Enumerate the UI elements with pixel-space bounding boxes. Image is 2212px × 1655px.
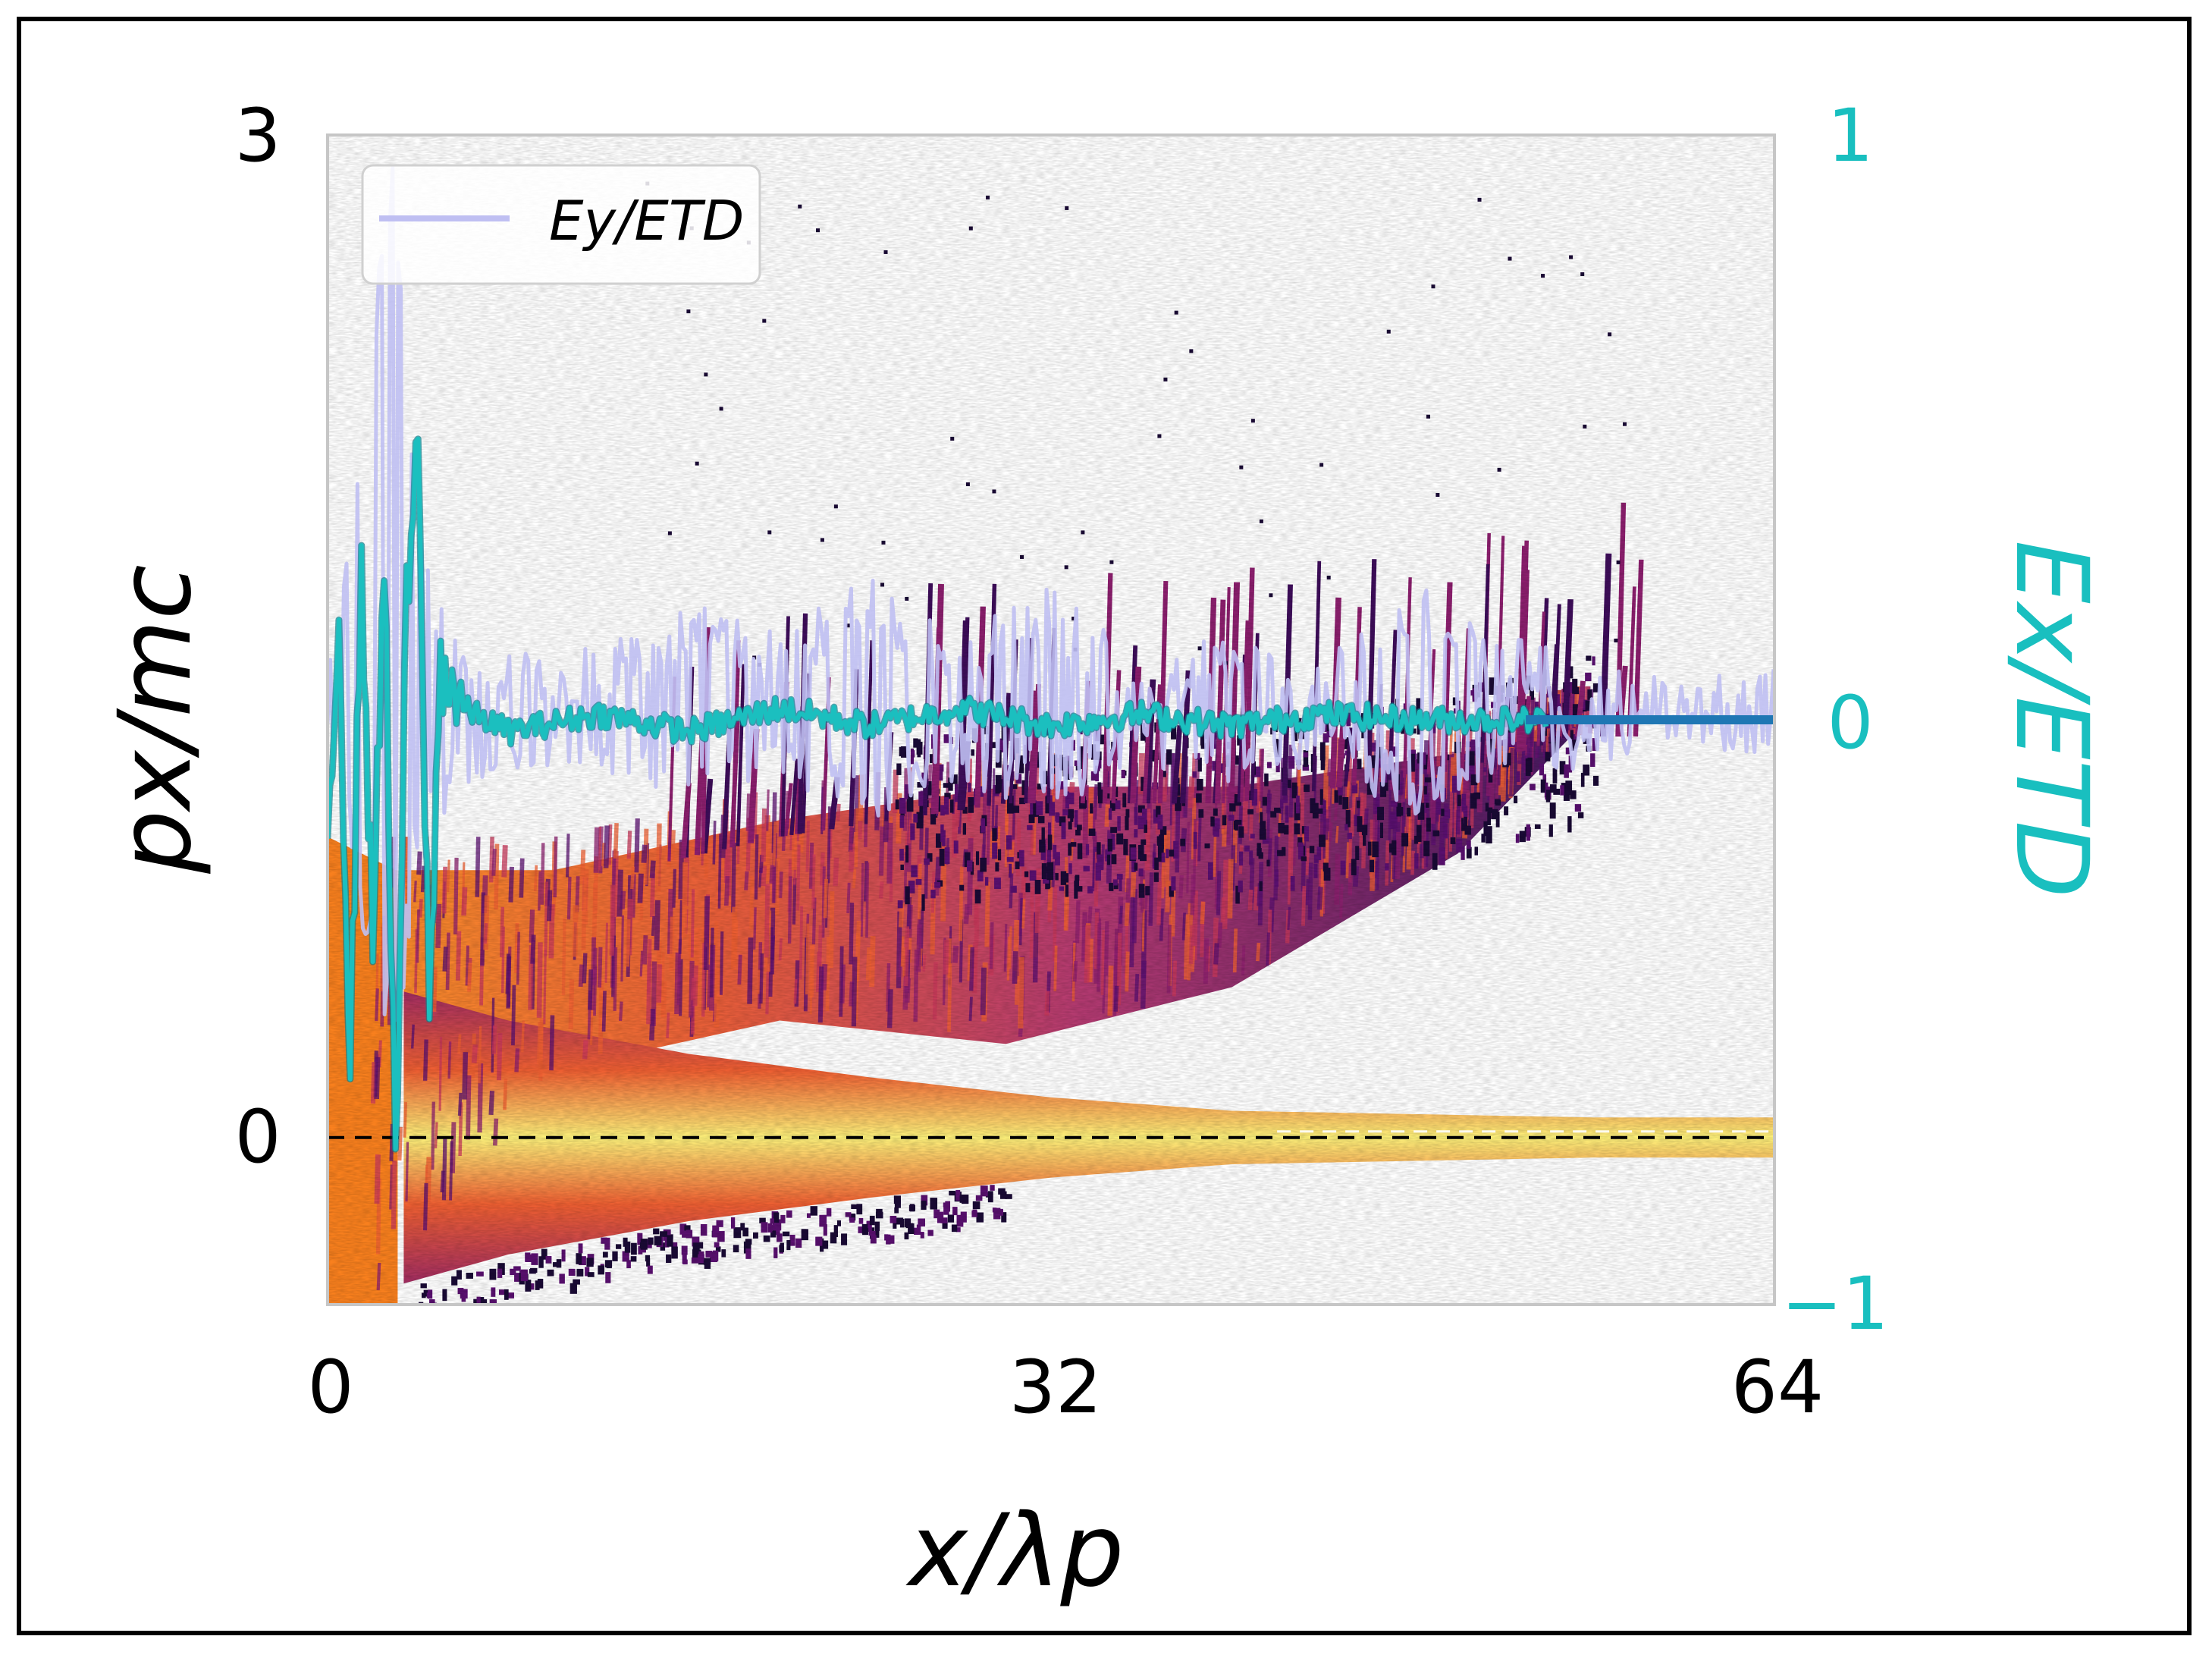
legend-label-ey: Ey/ETD [549,189,744,253]
x-tick-label-0: 0 [307,1345,353,1430]
axes-frame [326,133,1776,1306]
x-tick-label-32: 32 [1009,1345,1102,1430]
figure-frame [17,17,2192,1635]
series-line-ex [328,436,1548,1152]
lower-fringe-particle [432,1306,439,1311]
y-tick-label-0: 0 [234,1094,281,1179]
series-line-ey [328,165,1774,1022]
y-tick-label-3: 3 [234,93,281,178]
lower-fringe-particle [426,1314,431,1322]
legend: Ey/ETD [361,164,761,285]
legend-box [361,164,761,285]
y2-tick-label-minus1: −1 [1781,1261,1889,1346]
lower-fringe-particle [433,1313,439,1317]
y2-axis-label: Ex/ETD [1993,540,2110,898]
y2-tick-label-0: 0 [1827,680,1873,765]
x-tick-label-64: 64 [1731,1345,1824,1430]
plot-area [328,135,1774,1322]
y-axis-label: px/mc [97,564,214,875]
y2-tick-label-1: 1 [1827,93,1873,178]
x-axis-label: x/λp [905,1493,1125,1609]
lower-fringe-particle [429,1312,435,1318]
